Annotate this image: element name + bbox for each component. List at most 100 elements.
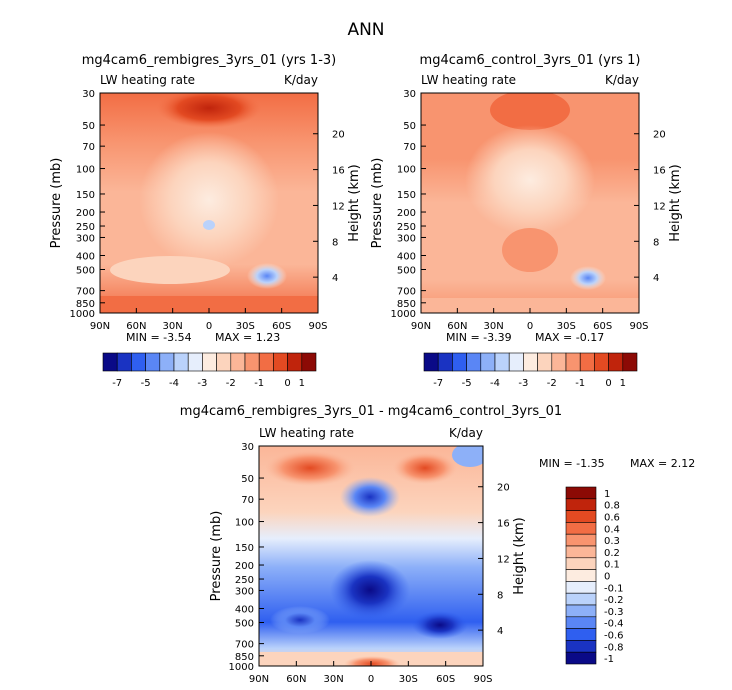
panel-1-near-surface-band [110, 256, 230, 284]
panel-2-upper-maximum [490, 93, 570, 130]
latitude-tick-label: 30S [399, 674, 418, 685]
colorbar-swatch [258, 352, 274, 372]
pressure-tick-label: 100 [235, 518, 254, 529]
colorbar-label: -1 [604, 654, 614, 665]
colorbar-swatch [565, 352, 581, 372]
colorbar-top-left: -7 -5 -4 -3 -2 -1 0 1 [102, 352, 317, 389]
colorbar-label: 0 [284, 378, 290, 389]
pressure-tick-label: 850 [76, 299, 95, 310]
colorbar-label: 1 [604, 489, 610, 500]
height-tick-label: 12 [497, 554, 510, 565]
colorbar-swatch [116, 352, 132, 372]
colorbar-swatch [230, 352, 246, 372]
colorbar-label: 0.1 [604, 560, 620, 571]
colorbar-label: 0 [604, 572, 610, 583]
colorbar-label: -0.1 [604, 583, 624, 594]
colorbar-swatch [565, 557, 597, 570]
colorbar-label: -1 [254, 378, 264, 389]
colorbar-swatch [102, 352, 118, 372]
height-tick-label: 20 [497, 483, 510, 494]
colorbar-swatch [287, 352, 303, 372]
colorbar-swatch [145, 352, 161, 372]
colorbar-swatch [551, 352, 567, 372]
colorbar-swatch [537, 352, 553, 372]
colorbar-label: 0.6 [604, 513, 620, 524]
latitude-tick-label: 90N [411, 321, 431, 332]
panel-1-y-label: Pressure (mb) [49, 158, 64, 249]
pressure-tick-label: 250 [76, 222, 95, 233]
panel-2-field [421, 93, 639, 313]
pressure-tick-label: 400 [76, 252, 95, 263]
latitude-tick-label: 60S [272, 321, 291, 332]
panel-3-field [259, 446, 483, 666]
panel-2-min-label: MIN = -3.39 [446, 331, 512, 344]
colorbar-label: -5 [141, 378, 151, 389]
colorbar-swatch [565, 569, 597, 582]
pressure-tick-label: 400 [235, 605, 254, 616]
colorbar-swatch [608, 352, 624, 372]
colorbar-swatch [244, 352, 260, 372]
colorbar-label: -0.3 [604, 607, 624, 618]
latitude-tick-label: 0 [527, 321, 533, 332]
pressure-tick-label: 30 [241, 442, 254, 453]
panel-1-field [100, 93, 318, 313]
pressure-tick-label: 850 [235, 652, 254, 663]
pressure-tick-label: 500 [76, 266, 95, 277]
colorbar-swatch [173, 352, 189, 372]
colorbar-swatch [579, 352, 595, 372]
panel-1: mg4cam6_rembigres_3yrs_01 (yrs 1-3) LW h… [49, 53, 362, 344]
panel-1-max-label: MAX = 1.23 [215, 331, 280, 344]
colorbar-swatch [423, 352, 439, 372]
colorbar-swatch [480, 352, 496, 372]
latitude-tick-label: 30N [484, 321, 504, 332]
panel-2: mg4cam6_control_3yrs_01 (yrs 1) LW heati… [370, 53, 683, 344]
colorbar-label: -5 [462, 378, 472, 389]
height-tick-label: 16 [497, 519, 510, 530]
colorbar-swatch [494, 352, 510, 372]
pressure-tick-label: 300 [397, 233, 416, 244]
colorbar-swatch [301, 352, 317, 372]
colorbar-label: 0 [605, 378, 611, 389]
panel-3-upper-left-maximum [265, 450, 355, 486]
panel-2-variable-label: LW heating rate [421, 73, 516, 87]
colorbar-swatch [187, 352, 203, 372]
colorbar-label: 1 [620, 378, 626, 389]
colorbar-swatch [594, 352, 609, 372]
height-tick-label: 4 [332, 273, 338, 284]
pressure-tick-label: 70 [403, 142, 416, 153]
colorbar-label: -7 [433, 378, 443, 389]
latitude-tick-label: 90S [473, 674, 492, 685]
latitude-tick-label: 30S [236, 321, 255, 332]
height-tick-label: 16 [332, 166, 345, 177]
pressure-tick-label: 700 [397, 287, 416, 298]
latitude-tick-label: 90S [308, 321, 327, 332]
panel-3-surface-maximum [344, 656, 400, 666]
colorbar-swatch [216, 352, 232, 372]
panel-3-title: mg4cam6_rembigres_3yrs_01 - mg4cam6_cont… [180, 404, 562, 419]
panel-1-surface-band [100, 296, 318, 313]
panel-1-min-label: MIN = -3.54 [126, 331, 192, 344]
panel-3-min-label: MIN = -1.35 [539, 457, 605, 470]
panel-3: mg4cam6_rembigres_3yrs_01 - mg4cam6_cont… [180, 404, 695, 685]
panel-3-left-minimum [270, 606, 330, 634]
colorbar-swatch [565, 522, 597, 535]
colorbar-top-right: -7 -5 -4 -3 -2 -1 0 1 [423, 352, 638, 389]
pressure-tick-label: 200 [235, 561, 254, 572]
pressure-tick-label: 200 [397, 208, 416, 219]
pressure-tick-label: 250 [397, 222, 416, 233]
pressure-tick-label: 30 [403, 89, 416, 100]
pressure-tick-label: 500 [397, 266, 416, 277]
latitude-tick-label: 90N [90, 321, 110, 332]
colorbar-swatch [202, 352, 217, 372]
pressure-tick-label: 70 [241, 495, 254, 506]
colorbar-swatch [565, 604, 597, 618]
pressure-tick-label: 50 [241, 474, 254, 485]
pressure-tick-label: 150 [235, 543, 254, 554]
pressure-tick-label: 70 [82, 142, 95, 153]
colorbar-swatch [565, 640, 597, 653]
colorbar-label: -0.4 [604, 619, 624, 630]
colorbar-swatch [159, 352, 175, 372]
height-tick-label: 20 [332, 130, 345, 141]
pressure-tick-label: 1000 [70, 309, 95, 320]
colorbar-label: -0.6 [604, 631, 624, 642]
